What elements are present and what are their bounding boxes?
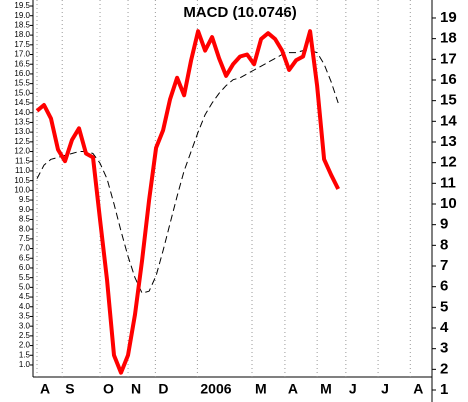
x-tick-label: D <box>158 381 168 397</box>
y-tick-label: 11.0 <box>15 166 31 175</box>
y2-tick-label: 16 <box>440 71 457 88</box>
y-tick-label: 1.5 <box>19 350 31 359</box>
y-tick-label: 3.5 <box>19 312 31 321</box>
y-tick-label: 11.5 <box>15 156 31 165</box>
y-tick-label: 2.0 <box>19 341 31 350</box>
y-tick-label: 14.5 <box>14 98 30 107</box>
y-tick-label: 6.0 <box>19 263 31 272</box>
y-tick-label: 5.0 <box>19 282 31 291</box>
y-tick-label: 19.0 <box>14 11 30 20</box>
y-tick-label: 8.5 <box>19 215 31 224</box>
x-tick-label: S <box>65 381 74 397</box>
y-tick-label: 3.0 <box>19 321 31 330</box>
y-tick-label: 18.5 <box>14 21 30 30</box>
y-tick-label: 9.5 <box>19 195 31 204</box>
y-tick-label: 17.5 <box>14 40 30 49</box>
y-tick-label: 2.5 <box>19 331 31 340</box>
chart-title: MACD (10.0746) <box>183 4 296 21</box>
y-tick-label: 4.0 <box>19 302 31 311</box>
y2-tick-label: 7 <box>440 257 448 274</box>
y-tick-label: 16.5 <box>14 59 30 68</box>
y2-tick-label: 12 <box>440 154 457 171</box>
y2-tick-label: 1 <box>440 381 448 398</box>
y-tick-label: 17.0 <box>14 50 30 59</box>
x-tick-label: J <box>349 381 357 397</box>
x-tick-label: N <box>131 381 141 397</box>
y2-tick-label: 13 <box>440 133 457 150</box>
y2-tick-label: 2 <box>440 360 448 377</box>
y-tick-label: 19.5 <box>14 1 30 10</box>
x-tick-label: 2006 <box>200 381 231 397</box>
y2-tick-label: 17 <box>440 50 457 67</box>
x-tick-label: M <box>320 381 332 397</box>
y-tick-label: 10.5 <box>14 176 30 185</box>
macd-line <box>35 29 340 375</box>
y2-tick-label: 6 <box>440 278 448 295</box>
y-tick-label: 10.0 <box>14 185 30 194</box>
y-tick-label: 16.0 <box>14 69 30 78</box>
x-tick-label: M <box>255 381 267 397</box>
y2-tick-label: 14 <box>440 112 457 129</box>
y-tick-label: 13.5 <box>14 118 30 127</box>
x-tick-label: O <box>103 381 114 397</box>
y-tick-label: 14.0 <box>14 108 30 117</box>
y-tick-label: 18.0 <box>14 30 30 39</box>
y2-tick-label: 10 <box>440 195 457 212</box>
y2-tick-label: 4 <box>440 319 449 336</box>
y2-tick-label: 11 <box>440 174 456 191</box>
y-tick-label: 13.0 <box>14 127 30 136</box>
y-tick-label: 1.0 <box>19 360 31 369</box>
y2-tick-label: 19 <box>440 9 457 26</box>
x-tick-label: A <box>413 381 423 397</box>
y-tick-label: 8.0 <box>19 224 31 233</box>
y2-tick-label: 9 <box>440 216 448 233</box>
y2-tick-label: 18 <box>440 30 457 47</box>
y-tick-label: 6.5 <box>19 253 31 262</box>
y-tick-label: 15.5 <box>14 79 30 88</box>
y-tick-label: 5.5 <box>19 273 31 282</box>
y-tick-label: 9.0 <box>19 205 31 214</box>
y-tick-label: 7.0 <box>19 244 31 253</box>
y2-tick-label: 3 <box>440 340 448 357</box>
y-tick-label: 4.5 <box>19 292 31 301</box>
y-tick-label: 7.5 <box>19 234 31 243</box>
x-tick-label: J <box>381 381 389 397</box>
x-tick-label: A <box>288 381 298 397</box>
y2-tick-label: 5 <box>440 298 448 315</box>
y2-tick-label: 15 <box>440 92 457 109</box>
x-tick-label: A <box>40 381 50 397</box>
y-tick-label: 12.0 <box>14 147 30 156</box>
y-tick-label: 15.0 <box>14 88 30 97</box>
y2-tick-label: 8 <box>440 236 448 253</box>
y-tick-label: 12.5 <box>14 137 30 146</box>
